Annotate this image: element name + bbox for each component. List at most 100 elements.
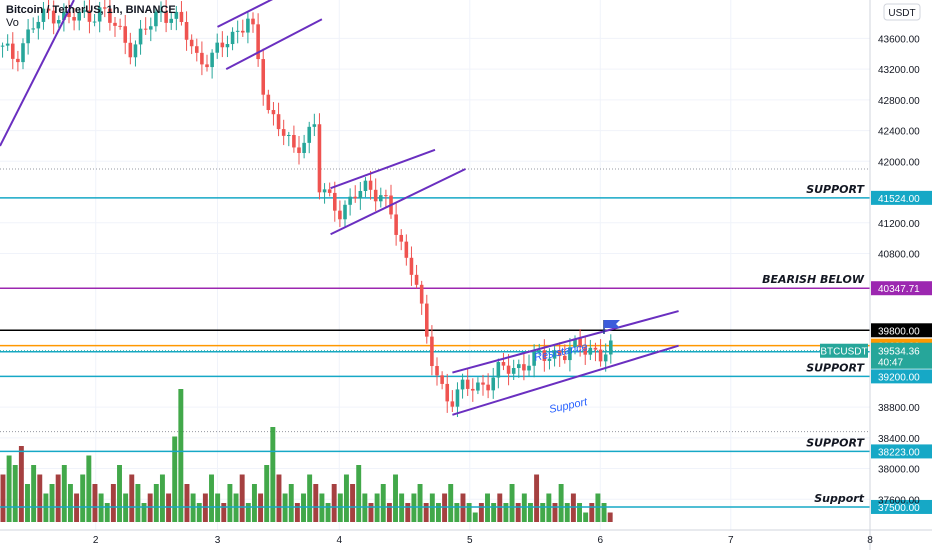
volume-bar (337, 493, 343, 522)
volume-bar (172, 436, 178, 522)
volume-bar (325, 503, 331, 522)
candle-body (506, 365, 511, 374)
candle-body (588, 347, 593, 355)
volume-bar (61, 465, 67, 522)
volume-bar (276, 474, 282, 522)
volume-bar (343, 474, 349, 522)
candle-body (123, 26, 128, 43)
volume-bar (393, 474, 398, 522)
volume-bar (184, 484, 190, 522)
volume-bar (0, 474, 6, 522)
candle-body (373, 189, 378, 202)
candle-body (358, 191, 363, 199)
volume-bar (221, 503, 227, 522)
volume-bar (80, 474, 86, 522)
candle-body (563, 355, 567, 361)
candle-body (148, 26, 153, 30)
price-label-box (871, 190, 932, 205)
price-label: 40347.71 (878, 284, 920, 295)
volume-bar (534, 474, 540, 522)
volume-bar (356, 465, 362, 522)
candle-body (384, 195, 388, 197)
candle-body (404, 241, 409, 258)
candle-body (251, 18, 255, 25)
candle-body (235, 30, 240, 32)
volume-bar (301, 493, 306, 522)
volume-bar (368, 503, 374, 522)
volume-bar (141, 503, 147, 522)
candle-body (154, 11, 158, 27)
volume-bar (233, 493, 239, 522)
price-label-box (871, 444, 932, 459)
candle-body (56, 19, 61, 24)
level-annotation: SUPPORT (806, 361, 865, 374)
volume-bar (442, 493, 448, 522)
candle-body (194, 46, 199, 53)
volume-bar (454, 503, 460, 522)
candle-body (184, 22, 189, 40)
volume-bar (18, 446, 24, 522)
candle-body (266, 94, 271, 111)
candle-body (363, 180, 368, 192)
currency-badge (883, 3, 921, 21)
time-tick: 3 (215, 535, 221, 546)
volume-bar (362, 493, 368, 522)
channel-line (225, 18, 323, 71)
price-tick: 42000.00 (878, 157, 920, 168)
candle-body (113, 22, 117, 26)
candle-body (10, 43, 15, 59)
volume-bar (509, 484, 515, 522)
price-tick: 38000.00 (878, 465, 920, 476)
volume-bar (264, 465, 270, 522)
candle-body (77, 11, 82, 21)
candle-body (327, 189, 332, 193)
channel-line (0, 0, 75, 147)
horizontal-levels (0, 197, 870, 508)
candle-body (598, 349, 603, 362)
volume-bar (497, 493, 503, 522)
volume-bar (129, 474, 135, 522)
candle-body (230, 31, 235, 45)
volume-bar (411, 493, 417, 522)
volume-bar (178, 389, 184, 522)
price-tick: 41200.00 (878, 219, 920, 230)
candle-body (542, 350, 547, 361)
price-tick: 37600.00 (878, 495, 920, 506)
candle-body (465, 379, 470, 389)
channel-line (217, 0, 274, 28)
candle-body (471, 388, 475, 391)
support-channel-label: Support (548, 396, 589, 416)
volume-bar (429, 493, 435, 522)
price-tick: 42400.00 (878, 127, 920, 138)
candle-body (87, 10, 92, 22)
volume-bar (123, 493, 129, 522)
candle-body (220, 42, 225, 48)
candle-body (297, 147, 301, 153)
candle-body (164, 11, 168, 23)
volume-bar (245, 503, 251, 522)
candle-body (5, 43, 10, 46)
candle-body (552, 350, 557, 359)
candle-body (353, 196, 358, 199)
candle-body (256, 24, 260, 60)
candles (0, 0, 613, 418)
candle-body (200, 52, 204, 65)
volume-bar (546, 493, 552, 522)
price-label-box (871, 499, 932, 514)
price-tick: 38400.00 (878, 434, 920, 445)
candle-body (322, 189, 327, 193)
time-tick: 7 (728, 535, 734, 546)
candle-body (292, 134, 296, 148)
volume-bar (6, 455, 12, 522)
candle-body (67, 11, 71, 18)
channel-line (452, 344, 679, 416)
candle-body (501, 362, 506, 366)
volume-bar (37, 474, 43, 522)
volume-bar (110, 484, 116, 522)
volume-bar (527, 503, 533, 522)
volume-bar (435, 503, 441, 522)
volume-bar (380, 484, 386, 522)
volume-bar (472, 512, 478, 522)
